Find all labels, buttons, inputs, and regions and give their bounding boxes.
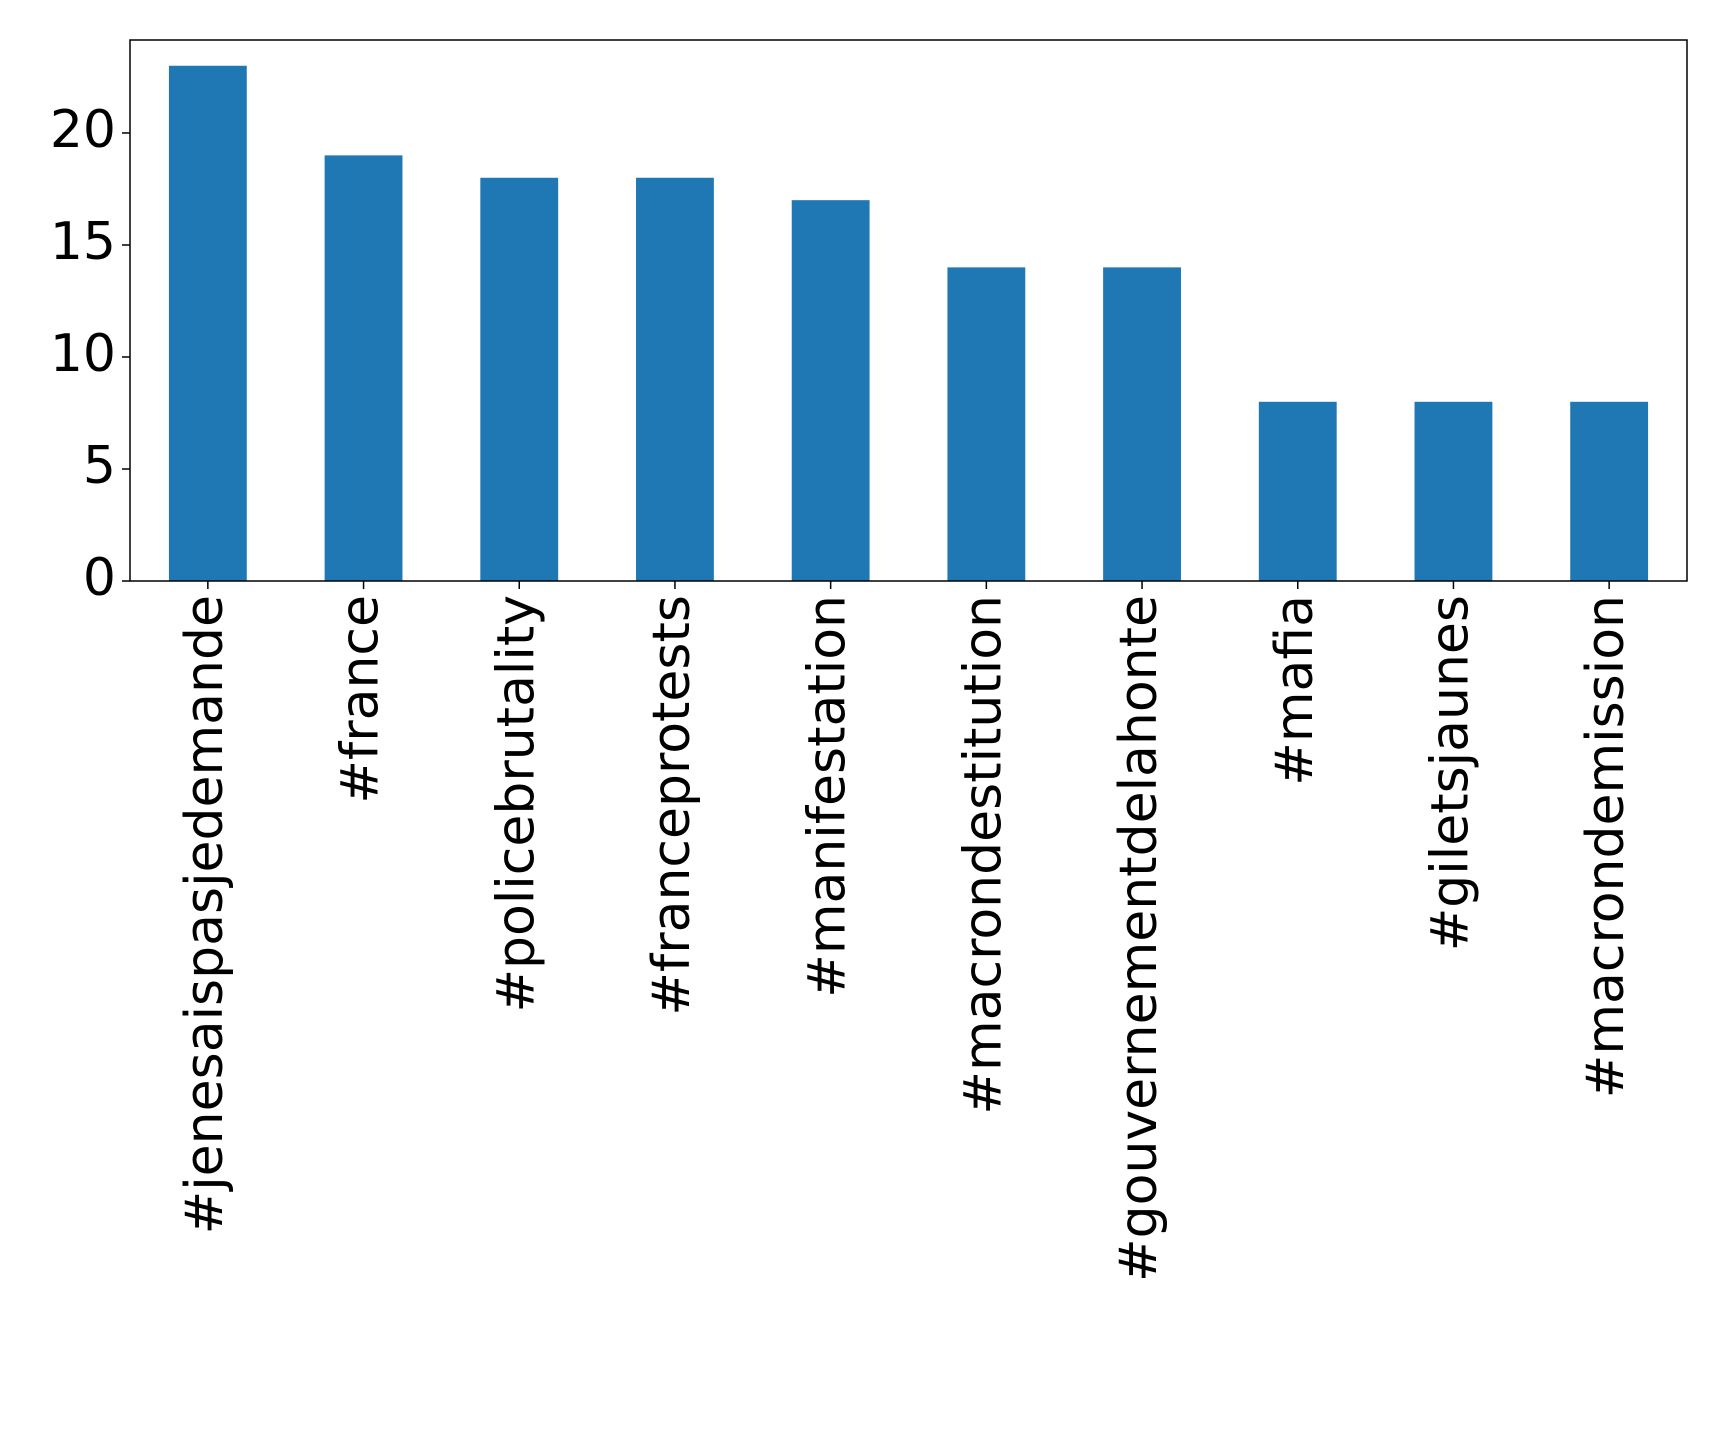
y-tick-label: 0 — [83, 548, 116, 608]
bar — [324, 155, 403, 581]
x-tick-label: #macrondestitution — [953, 595, 1013, 1115]
bar — [1258, 401, 1337, 581]
bar — [1414, 401, 1493, 581]
bar — [791, 200, 870, 581]
x-tick-label: #mafia — [1265, 595, 1325, 786]
axes-frame — [129, 39, 1688, 582]
y-tick-label: 10 — [50, 324, 116, 384]
x-tick-label: #jenesaispasjedemande — [175, 595, 235, 1234]
y-tick-label: 15 — [50, 212, 116, 272]
x-tick-label: #franceprotests — [642, 595, 702, 1016]
bar — [480, 177, 559, 581]
bar — [168, 65, 247, 581]
x-tick-label: #gouvernementdelahonte — [1109, 595, 1169, 1282]
bar — [636, 177, 714, 581]
bar — [1570, 401, 1649, 581]
x-tick-label: #macrondemission — [1576, 595, 1636, 1098]
x-tick-label: #giletsjaunes — [1420, 595, 1480, 951]
x-tick-label: #france — [331, 595, 391, 804]
bar — [947, 267, 1026, 581]
x-tick-label: #policebrutality — [486, 595, 546, 1013]
y-tick-label: 20 — [50, 100, 116, 160]
y-tick-label: 5 — [83, 436, 116, 496]
bar — [1103, 267, 1181, 581]
x-tick-label: #manifestation — [798, 595, 858, 998]
